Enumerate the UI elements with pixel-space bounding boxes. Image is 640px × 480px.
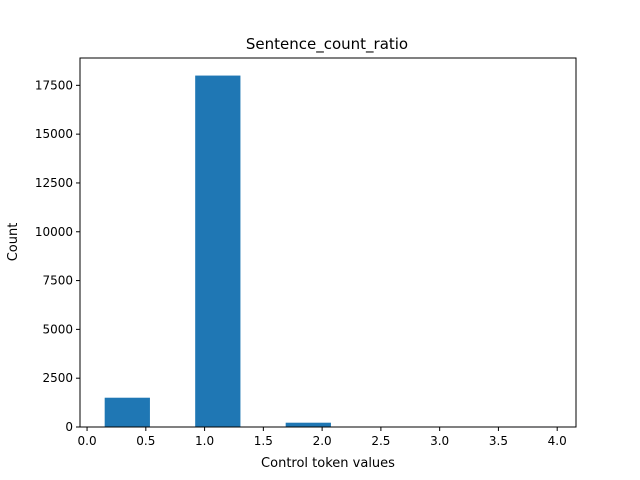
x-tick-label-4: 2.0 bbox=[313, 434, 332, 448]
y-tick-label-1: 2500 bbox=[42, 371, 73, 385]
y-tick-label-6: 15000 bbox=[35, 127, 73, 141]
y-axis-ticks: 0 2500 5000 7500 10000 12500 15000 17500 bbox=[35, 78, 80, 434]
histogram-bar-0 bbox=[104, 397, 150, 427]
plot-frame bbox=[79, 57, 577, 428]
y-tick-label-4: 10000 bbox=[35, 225, 73, 239]
histogram-bar-4 bbox=[285, 422, 331, 427]
y-tick-label-7: 17500 bbox=[35, 78, 73, 92]
bars-layer bbox=[104, 75, 558, 428]
x-tick-label-8: 4.0 bbox=[548, 434, 567, 448]
x-tick-label-0: 0.0 bbox=[78, 434, 97, 448]
y-tick-label-3: 7500 bbox=[42, 274, 73, 288]
histogram-bar-2 bbox=[195, 75, 241, 428]
x-tick-label-6: 3.0 bbox=[430, 434, 449, 448]
y-axis-label: Count bbox=[6, 223, 21, 262]
x-tick-label-3: 1.5 bbox=[254, 434, 273, 448]
x-axis-ticks: 0.0 0.5 1.0 1.5 2.0 2.5 3.0 3.5 4.0 bbox=[78, 427, 567, 448]
y-tick-label-2: 5000 bbox=[42, 322, 73, 336]
x-tick-label-5: 2.5 bbox=[371, 434, 390, 448]
y-tick-label-0: 0 bbox=[65, 420, 73, 434]
x-tick-label-7: 3.5 bbox=[489, 434, 508, 448]
x-tick-label-1: 0.5 bbox=[136, 434, 155, 448]
x-axis-label: Control token values bbox=[261, 456, 395, 471]
chart-title: Sentence_count_ratio bbox=[246, 35, 408, 54]
y-tick-label-5: 12500 bbox=[35, 176, 73, 190]
x-tick-label-2: 1.0 bbox=[195, 434, 214, 448]
